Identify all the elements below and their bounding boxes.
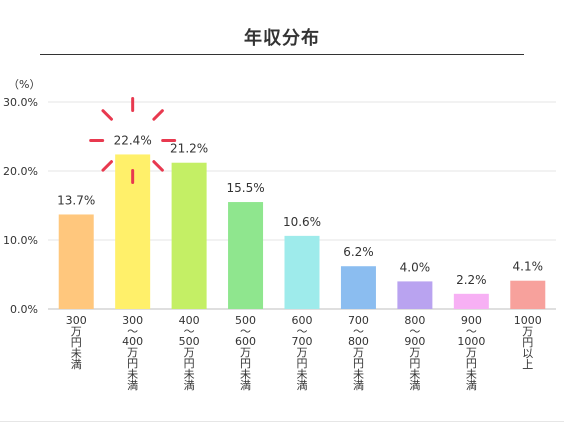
x-category-label: 未 [71,347,82,360]
x-category-label: 未 [466,368,477,381]
x-category-label: 300 [66,314,87,327]
x-category-label: 700 [292,335,313,348]
x-category-label: 500 [179,335,200,348]
x-category-label: 万 [409,346,420,359]
x-category-label: 万 [127,346,138,359]
x-category-label: 〜 [240,325,251,338]
x-category-label: 〜 [127,325,138,338]
x-category-label: 500 [235,314,256,327]
x-category-label: 700 [348,314,369,327]
bar [284,235,320,309]
bar [453,293,489,309]
x-category-label: 満 [127,379,138,392]
sparkle-burst-icon [89,96,177,184]
data-label: 13.7% [57,193,95,207]
x-category-label: 未 [127,368,138,381]
x-category-label: 〜 [184,325,195,338]
x-category-label: 900 [461,314,482,327]
bar [171,162,207,309]
x-category-label: 満 [409,379,420,392]
x-category-label: 満 [297,379,308,392]
x-category-label: 万 [297,346,308,359]
x-category-label: 〜 [297,325,308,338]
x-category-label: 〜 [353,325,364,338]
y-tick-label: 0.0% [10,303,38,316]
x-category-label: 未 [297,368,308,381]
data-label: 4.1% [513,260,544,274]
x-category-label: 万 [466,346,477,359]
x-category-label: 〜 [466,325,477,338]
x-category-label: 以 [522,347,533,360]
x-category-label: 400 [122,335,143,348]
chart-title: 年収分布 [244,28,320,49]
x-category-label: 万 [240,346,251,359]
bar [340,266,376,309]
x-category-label: 万 [522,325,533,338]
x-category-label: 上 [522,358,533,371]
x-category-label: 円 [240,357,251,370]
x-category-label: 1000 [514,314,542,327]
x-category-label: 300 [122,314,143,327]
x-category-label: 円 [184,357,195,370]
footer-divider [0,421,564,422]
x-category-label: 円 [522,336,533,349]
x-category-label: 円 [71,336,82,349]
x-category-label: 未 [240,368,251,381]
x-category-label: 未 [409,368,420,381]
x-category-label: 未 [353,368,364,381]
y-tick-label: 10.0% [3,234,38,247]
data-label: 10.6% [283,215,321,229]
x-category-label: 満 [466,379,477,392]
bar [228,202,264,309]
y-tick-label: 20.0% [3,165,38,178]
x-category-label: 満 [353,379,364,392]
x-category-label: 1000 [457,335,485,348]
x-category-label: 満 [184,379,195,392]
y-tick-label: 30.0% [3,96,38,109]
x-category-label: 800 [348,335,369,348]
y-axis-unit: （%） [8,78,40,91]
bar [510,280,546,309]
x-category-label: 未 [184,368,195,381]
x-category-label: 満 [240,379,251,392]
data-label: 2.2% [456,273,487,287]
x-category-label: 万 [353,346,364,359]
x-category-label: 〜 [409,325,420,338]
x-category-label: 円 [466,357,477,370]
x-category-label: 600 [292,314,313,327]
data-label: 6.2% [343,245,374,259]
x-category-label: 600 [235,335,256,348]
data-label: 4.0% [400,260,431,274]
x-category-label: 400 [179,314,200,327]
bar [397,281,433,309]
x-category-label: 円 [297,357,308,370]
bar [58,214,94,309]
x-category-label: 円 [127,357,138,370]
title-underline [40,54,524,55]
x-category-label: 満 [71,358,82,371]
x-category-label: 800 [404,314,425,327]
x-category-label: 円 [353,357,364,370]
x-category-label: 円 [409,357,420,370]
data-label: 22.4% [114,133,152,147]
x-category-label: 万 [71,325,82,338]
x-category-label: 万 [184,346,195,359]
data-label: 21.2% [170,142,208,156]
data-label: 15.5% [226,181,264,195]
x-category-label: 900 [404,335,425,348]
